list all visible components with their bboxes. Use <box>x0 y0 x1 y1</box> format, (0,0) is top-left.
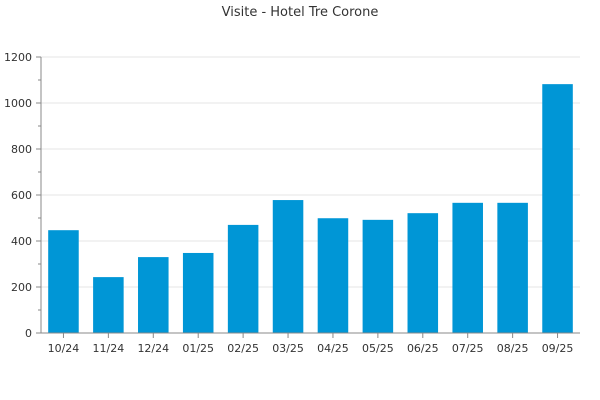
y-tick-label: 1000 <box>4 97 32 110</box>
x-tick-label: 07/25 <box>452 342 484 355</box>
x-tick-labels: 10/24 11/24 12/24 01/25 02/25 03/25 04/25 05/25… <box>48 342 574 355</box>
bar-06-25 <box>407 213 439 333</box>
y-tick-label: 1200 <box>4 51 32 64</box>
bar-09-25 <box>542 84 573 333</box>
x-tick-label: 11/24 <box>93 342 125 355</box>
bar-08-25 <box>497 202 528 333</box>
x-tick-label: 06/25 <box>407 342 439 355</box>
y-tick-label: 800 <box>11 143 32 156</box>
y-tick-label: 600 <box>11 189 32 202</box>
x-tick-label: 03/25 <box>272 342 304 355</box>
y-tick-label: 400 <box>11 235 32 248</box>
bar-03-25 <box>272 200 304 333</box>
x-tick-label: 05/25 <box>362 342 394 355</box>
y-tick-labels: 0 200 400 600 800 1000 1200 <box>4 51 32 340</box>
gridlines <box>41 56 580 288</box>
bar-01-25 <box>182 252 214 333</box>
bar-12-24 <box>138 257 169 333</box>
x-tick-label: 12/24 <box>137 342 169 355</box>
x-tick-label: 08/25 <box>497 342 529 355</box>
bar-05-25 <box>362 219 394 333</box>
chart-title: Visite - Hotel Tre Corone <box>222 5 379 20</box>
y-tick-label: 200 <box>11 281 32 294</box>
x-tick-label: 02/25 <box>227 342 259 355</box>
bar-11-24 <box>93 277 124 333</box>
axes <box>36 56 580 338</box>
bar-07-25 <box>452 202 483 333</box>
x-tick-label: 01/25 <box>182 342 214 355</box>
bar-02-25 <box>227 224 259 333</box>
x-tick-label: 04/25 <box>317 342 349 355</box>
y-tick-label: 0 <box>25 327 32 340</box>
bar-04-25 <box>317 218 349 333</box>
x-tick-label: 10/24 <box>48 342 80 355</box>
bars <box>48 84 573 333</box>
bar-10-24 <box>48 230 79 333</box>
x-tick-label: 09/25 <box>542 342 574 355</box>
